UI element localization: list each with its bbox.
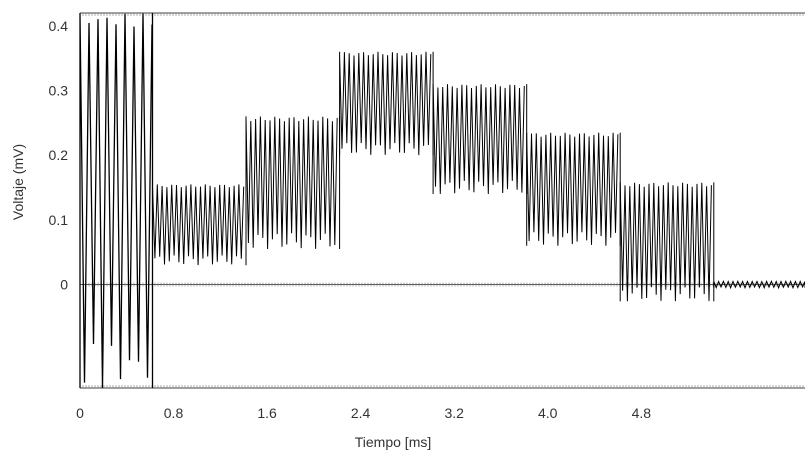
x-tick-label: 4.8	[632, 405, 652, 421]
x-tick-label: 1.6	[257, 405, 277, 421]
x-tick-label: 0.8	[164, 405, 184, 421]
signal-segment-3	[245, 116, 341, 250]
signal-segment-8	[713, 279, 805, 290]
x-axis-title: Tiempo [ms]	[355, 434, 432, 450]
border-ruler-ticks	[79, 13, 804, 388]
y-tick-label: 0.3	[49, 83, 69, 99]
y-tick-label: 0.4	[49, 18, 69, 34]
y-axis: 0 0.1 0.2 0.3 0.4	[49, 18, 69, 293]
x-axis: 0 0.8 1.6 2.4 3.2 4.0 4.8	[76, 405, 651, 421]
signal-segment-5	[432, 84, 528, 195]
y-axis-title: Voltaje (mV)	[10, 144, 26, 220]
y-tick-label: 0	[60, 277, 68, 293]
x-tick-label: 0	[76, 405, 84, 421]
signal-segment-2	[152, 184, 247, 266]
y-tick-label: 0.2	[49, 147, 69, 163]
signal-segment-1	[79, 13, 154, 388]
signal-segment-7	[619, 182, 715, 302]
signal-segment-4	[339, 51, 434, 156]
x-tick-label: 3.2	[444, 405, 464, 421]
x-tick-label: 2.4	[351, 405, 371, 421]
x-tick-label: 4.0	[538, 405, 558, 421]
y-tick-label: 0.1	[49, 212, 69, 228]
signal-segment-6	[526, 132, 621, 246]
plot-area	[79, 12, 805, 389]
